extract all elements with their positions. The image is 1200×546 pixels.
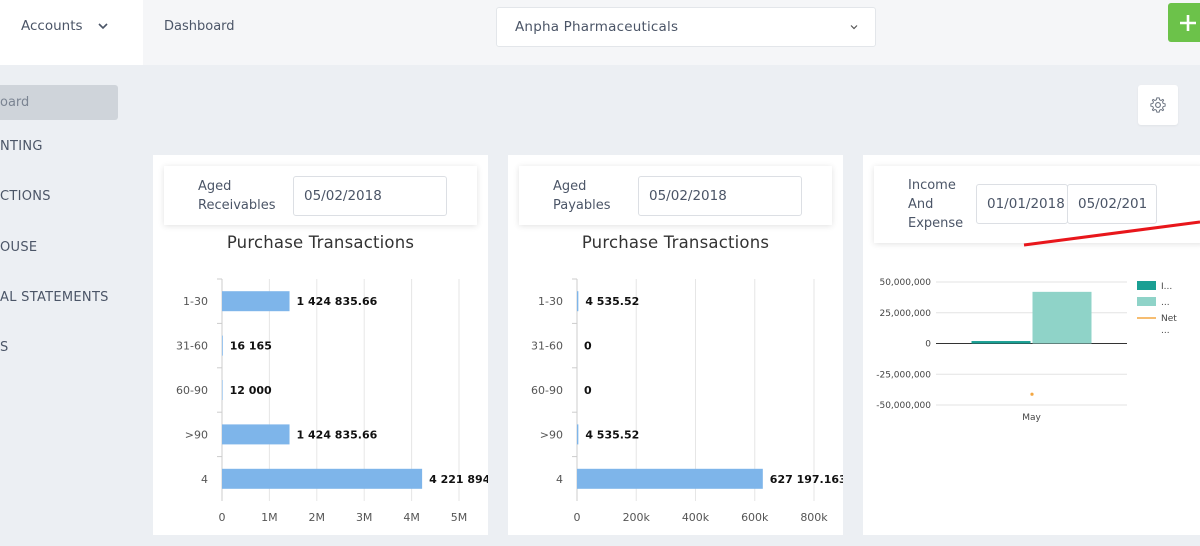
- y-tick-label: -25,000,000: [876, 370, 931, 380]
- date-input[interactable]: 05/02/2018: [638, 176, 802, 216]
- date-to-input[interactable]: 05/02/201: [1067, 184, 1157, 224]
- legend-label: ...: [1161, 326, 1170, 336]
- payables-chart: 0 200k 400k 600k 800k 1-30 4 535.52 31-60 0 60-90…: [531, 278, 843, 524]
- legend-label: Net: [1161, 314, 1177, 324]
- bar: [222, 380, 223, 400]
- y-tick-label: 25,000,000: [879, 309, 931, 319]
- card-heading: Aged Payables: [553, 179, 611, 213]
- card-header: Aged Receivables 05/02/2018: [164, 166, 477, 225]
- bar: [577, 291, 579, 312]
- y-tick-label: 50,000,000: [879, 278, 931, 288]
- y-tick-label: >90: [540, 428, 563, 441]
- top-bar: Accounts Dashboard Anpha Pharmaceuticals: [0, 0, 1200, 65]
- data-label: 4 535.52: [585, 428, 639, 441]
- y-tick-label: 60-90: [176, 384, 208, 397]
- data-label: 0: [584, 384, 592, 397]
- x-tick-label: 4M: [403, 511, 420, 524]
- gear-icon: [1150, 97, 1166, 113]
- y-tick-label: 1-30: [538, 295, 563, 308]
- company-select[interactable]: Anpha Pharmaceuticals: [496, 7, 876, 47]
- bar: [222, 291, 290, 312]
- y-tick-label: 4: [201, 473, 208, 486]
- settings-button[interactable]: [1138, 85, 1178, 125]
- sidebar-item-accounting[interactable]: NTING: [0, 139, 43, 154]
- x-tick-label: 5M: [451, 511, 468, 524]
- data-label: 12 000: [230, 384, 272, 397]
- y-tick-label: 4: [556, 473, 563, 486]
- x-tick-label: 0: [219, 511, 226, 524]
- plus-icon: [1180, 15, 1196, 31]
- x-tick-label: 3M: [356, 511, 373, 524]
- accounts-menu[interactable]: Accounts: [0, 0, 143, 65]
- legend-swatch: [1137, 297, 1156, 306]
- sidebar-item-reports[interactable]: S: [0, 340, 9, 355]
- data-label: 0: [584, 340, 592, 353]
- annotation-line: [1023, 220, 1200, 247]
- x-tick-label: 400k: [682, 511, 710, 524]
- aged-receivables-card: Aged Receivables 05/02/2018 Purchase Tra…: [153, 155, 488, 535]
- chart-title: Purchase Transactions: [226, 233, 415, 252]
- card-header: Aged Payables 05/02/2018: [519, 166, 832, 225]
- card-heading: Income And Expense: [908, 178, 964, 231]
- legend-label: ...: [1161, 298, 1170, 308]
- sidebar-item-warehouse[interactable]: OUSE: [0, 240, 38, 255]
- legend-swatch: [1137, 281, 1156, 290]
- y-tick-label: -50,000,000: [876, 401, 931, 411]
- income-expense-chart: 50,000,000 25,000,000 0 -25,000,000 -50,000,…: [876, 278, 1177, 423]
- breadcrumb[interactable]: Dashboard: [164, 19, 235, 34]
- x-tick-label: 800k: [800, 511, 828, 524]
- card-heading: Aged Receivables: [198, 179, 276, 213]
- x-tick-label: 1M: [261, 511, 278, 524]
- data-label: 4 221 894.66742: [429, 473, 488, 486]
- bar: [577, 424, 579, 445]
- y-tick-label: 1-30: [183, 295, 208, 308]
- bar: [222, 468, 423, 489]
- receivables-chart: 0 1M 2M 3M 4M 5M 1-30 1 424 835.66 31-60 16 165 60…: [176, 278, 488, 524]
- bar: [971, 341, 1031, 344]
- company-select-value: Anpha Pharmaceuticals: [515, 19, 679, 35]
- bar: [222, 335, 223, 356]
- data-label: 627 197.16324: [770, 473, 843, 486]
- date-input[interactable]: 05/02/2018: [293, 176, 447, 216]
- x-tick-label: 200k: [623, 511, 651, 524]
- data-label: 4 535.52: [585, 295, 639, 308]
- sidebar-item-transactions[interactable]: CTIONS: [0, 189, 51, 204]
- aged-payables-card: Aged Payables 05/02/2018 Purchase Transa…: [508, 155, 843, 535]
- data-point: [1030, 392, 1034, 396]
- bar: [1032, 291, 1092, 344]
- sidebar-item-label: oard: [0, 95, 30, 110]
- x-tick-label: May: [1022, 413, 1041, 423]
- data-label: 16 165: [230, 340, 272, 353]
- chevron-down-icon: [98, 23, 108, 30]
- x-tick-label: 0: [574, 511, 581, 524]
- chevron-down-icon: [850, 25, 858, 30]
- legend-label: I...: [1161, 282, 1172, 292]
- chart-title: Purchase Transactions: [581, 233, 770, 252]
- y-tick-label: 0: [925, 340, 931, 350]
- y-tick-label: 31-60: [176, 340, 208, 353]
- y-tick-label: 31-60: [531, 340, 563, 353]
- x-tick-label: 2M: [309, 511, 326, 524]
- date-from-input[interactable]: 01/01/2018: [976, 184, 1068, 224]
- data-label: 1 424 835.66: [297, 295, 378, 308]
- bar: [577, 468, 763, 489]
- sidebar-item-dashboard[interactable]: oard: [0, 85, 118, 120]
- x-tick-label: 600k: [741, 511, 769, 524]
- data-label: 1 424 835.66: [297, 428, 378, 441]
- accounts-label: Accounts: [21, 18, 83, 34]
- bar: [222, 424, 290, 445]
- sidebar-item-financial-statements[interactable]: AL STATEMENTS: [0, 290, 109, 305]
- add-button[interactable]: [1168, 3, 1200, 42]
- y-tick-label: >90: [185, 428, 208, 441]
- y-tick-label: 60-90: [531, 384, 563, 397]
